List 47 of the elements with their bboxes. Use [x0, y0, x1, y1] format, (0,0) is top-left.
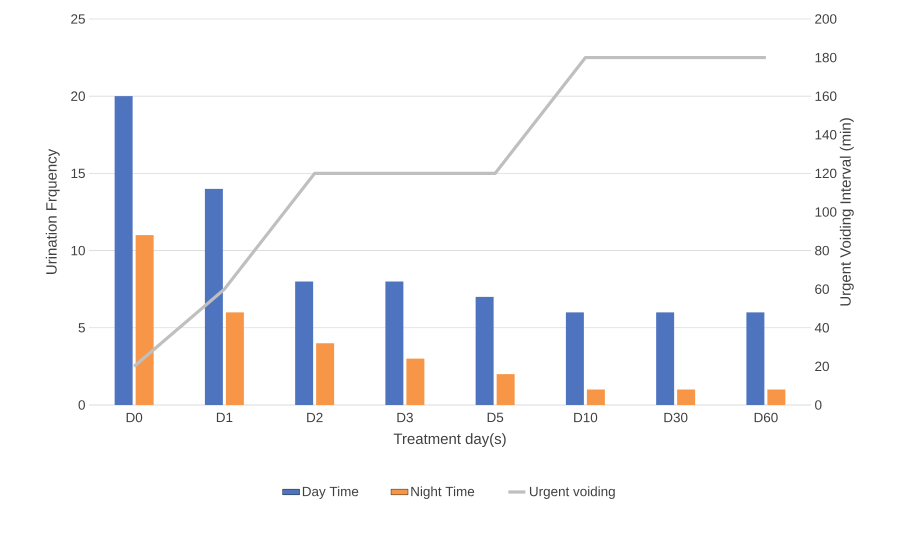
y2-axis-title: Urgent Voiding Interval (min): [840, 118, 854, 306]
x-tick-label: D1: [216, 412, 232, 422]
bar: [746, 312, 764, 405]
bar: [406, 358, 424, 405]
y-tick-label: 25: [71, 14, 85, 24]
x-tick-label: D0: [126, 412, 142, 422]
bar: [586, 390, 605, 405]
x-tick-label: D10: [574, 412, 598, 422]
bar: [677, 390, 696, 405]
y2-tick-label: 20: [815, 362, 829, 372]
y-tick-label: 20: [71, 91, 85, 101]
x-tick-label: D30: [664, 412, 688, 422]
y2-tick-label: 80: [815, 246, 829, 256]
x-axis-title: Treatment day(s): [394, 433, 506, 448]
bar: [566, 312, 584, 405]
y2-tick-label: 200: [815, 14, 836, 24]
bar: [496, 374, 515, 405]
legend-label: Night Time: [411, 486, 474, 499]
x-tick-label: D5: [488, 412, 504, 422]
bar: [316, 343, 334, 405]
bar: [226, 312, 244, 405]
y-tick-label: 15: [72, 168, 85, 178]
y2-tick-label: 100: [816, 207, 836, 217]
bar: [656, 312, 674, 405]
y-tick-label: 10: [72, 246, 85, 256]
y2-tick-label: 160: [816, 91, 836, 101]
y2-tick-label: 140: [816, 130, 836, 140]
bar: [114, 96, 133, 405]
y2-tick-label: 60: [815, 284, 829, 294]
bar: [295, 281, 314, 405]
y2-tick-label: 0: [815, 400, 822, 410]
bar: [476, 296, 494, 405]
y2-tick-label: 180: [816, 52, 836, 62]
x-tick-label: D60: [754, 412, 778, 422]
bar: [767, 390, 786, 405]
x-tick-label: D3: [397, 412, 413, 422]
y2-tick-label: 120: [816, 168, 836, 178]
x-tick-label: D2: [307, 412, 323, 422]
bar: [204, 188, 223, 405]
y-tick-label: 0: [78, 400, 85, 410]
legend-label: Urgent voiding: [530, 486, 615, 499]
legend-label: Day Time: [302, 486, 358, 499]
bar: [136, 235, 154, 405]
bar: [385, 281, 404, 405]
y-tick-label: 5: [78, 323, 85, 332]
y-axis-title: Urination Frquency: [46, 148, 60, 274]
y2-tick-label: 40: [814, 323, 829, 333]
